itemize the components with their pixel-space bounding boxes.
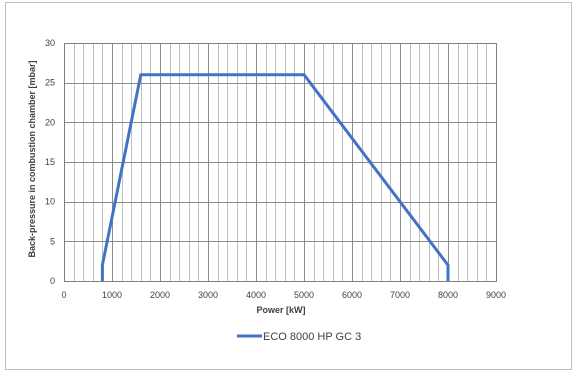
series-line-eco-8000-hp-gc-3 — [100, 73, 450, 281]
y-tick-label: 0 — [50, 276, 55, 286]
plot-area — [64, 43, 497, 282]
x-tick-label: 5000 — [294, 290, 314, 300]
y-tick-label: 10 — [45, 197, 55, 207]
legend: ECO 8000 HP GC 3 — [237, 331, 361, 343]
x-tick-label: 7000 — [390, 290, 410, 300]
x-tick-label: 0 — [61, 290, 66, 300]
legend-label-eco-8000-hp-gc-3: ECO 8000 HP GC 3 — [263, 331, 361, 343]
x-tick-label: 4000 — [246, 290, 266, 300]
x-tick-label: 3000 — [198, 290, 218, 300]
y-tick-label: 15 — [45, 157, 55, 167]
y-axis-title: Back-pressure in combustion chamber [mba… — [27, 60, 37, 257]
y-tick-label: 20 — [45, 117, 55, 127]
x-tick-label: 2000 — [150, 290, 170, 300]
y-tick-label: 5 — [50, 236, 55, 246]
x-axis-title: Power [kW] — [256, 305, 305, 315]
x-tick-label: 6000 — [342, 290, 362, 300]
x-tick-labels: 0 1000 2000 3000 4000 5000 6000 7000 8000 9000 — [61, 290, 506, 300]
y-tick-label: 30 — [45, 38, 55, 48]
series-layer — [100, 73, 450, 281]
y-tick-label: 25 — [45, 78, 55, 88]
x-tick-label: 9000 — [486, 290, 506, 300]
x-tick-label: 1000 — [102, 290, 122, 300]
y-tick-labels: 0 5 10 15 20 25 30 — [45, 38, 55, 286]
x-tick-label: 8000 — [438, 290, 458, 300]
